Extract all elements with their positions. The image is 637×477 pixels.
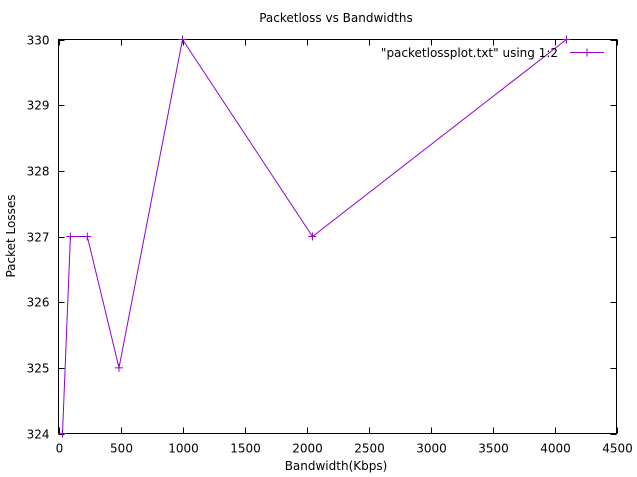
x-tick-label: 4000: [540, 442, 571, 456]
x-axis: 0 500 1000 1500 2000 2500 3000 3500 4000 4500: [56, 39, 633, 456]
y-tick-label: 329: [27, 99, 50, 113]
data-point-marker: [58, 429, 67, 438]
y-tick-label: 327: [27, 231, 50, 245]
x-tick-label: 0: [56, 442, 64, 456]
data-point-marker: [308, 232, 317, 241]
x-tick-label: 500: [110, 442, 133, 456]
legend-label: "packetlossplot.txt" using 1:2: [381, 46, 558, 60]
plot-area-border: [58, 39, 617, 434]
y-tick-label: 330: [27, 34, 50, 48]
data-point-marker: [115, 363, 124, 372]
y-axis-label: Packet Losses: [4, 194, 18, 277]
data-point-marker: [66, 232, 75, 241]
y-tick-label: 324: [27, 428, 50, 442]
x-tick-label: 2500: [354, 442, 385, 456]
x-tick-label: 4500: [602, 442, 633, 456]
legend: "packetlossplot.txt" using 1:2: [381, 46, 604, 60]
y-tick-label: 325: [27, 362, 50, 376]
x-tick-label: 1500: [230, 442, 261, 456]
y-tick-label: 328: [27, 165, 50, 179]
x-tick-label: 1000: [168, 442, 199, 456]
x-axis-label: Bandwidth(Kbps): [285, 459, 388, 473]
series-layer: [58, 35, 571, 438]
chart-title: Packetloss vs Bandwidths: [259, 11, 413, 25]
x-tick-label: 2000: [292, 442, 323, 456]
x-tick-label: 3500: [478, 442, 509, 456]
x-tick-label: 3000: [416, 442, 447, 456]
y-tick-label: 326: [27, 296, 50, 310]
legend-sample: [570, 48, 604, 57]
data-point-marker: [562, 35, 571, 44]
y-axis: 324 325 326 327 328 329 330: [27, 34, 617, 442]
data-point-marker: [178, 35, 187, 44]
data-point-marker: [83, 232, 92, 241]
